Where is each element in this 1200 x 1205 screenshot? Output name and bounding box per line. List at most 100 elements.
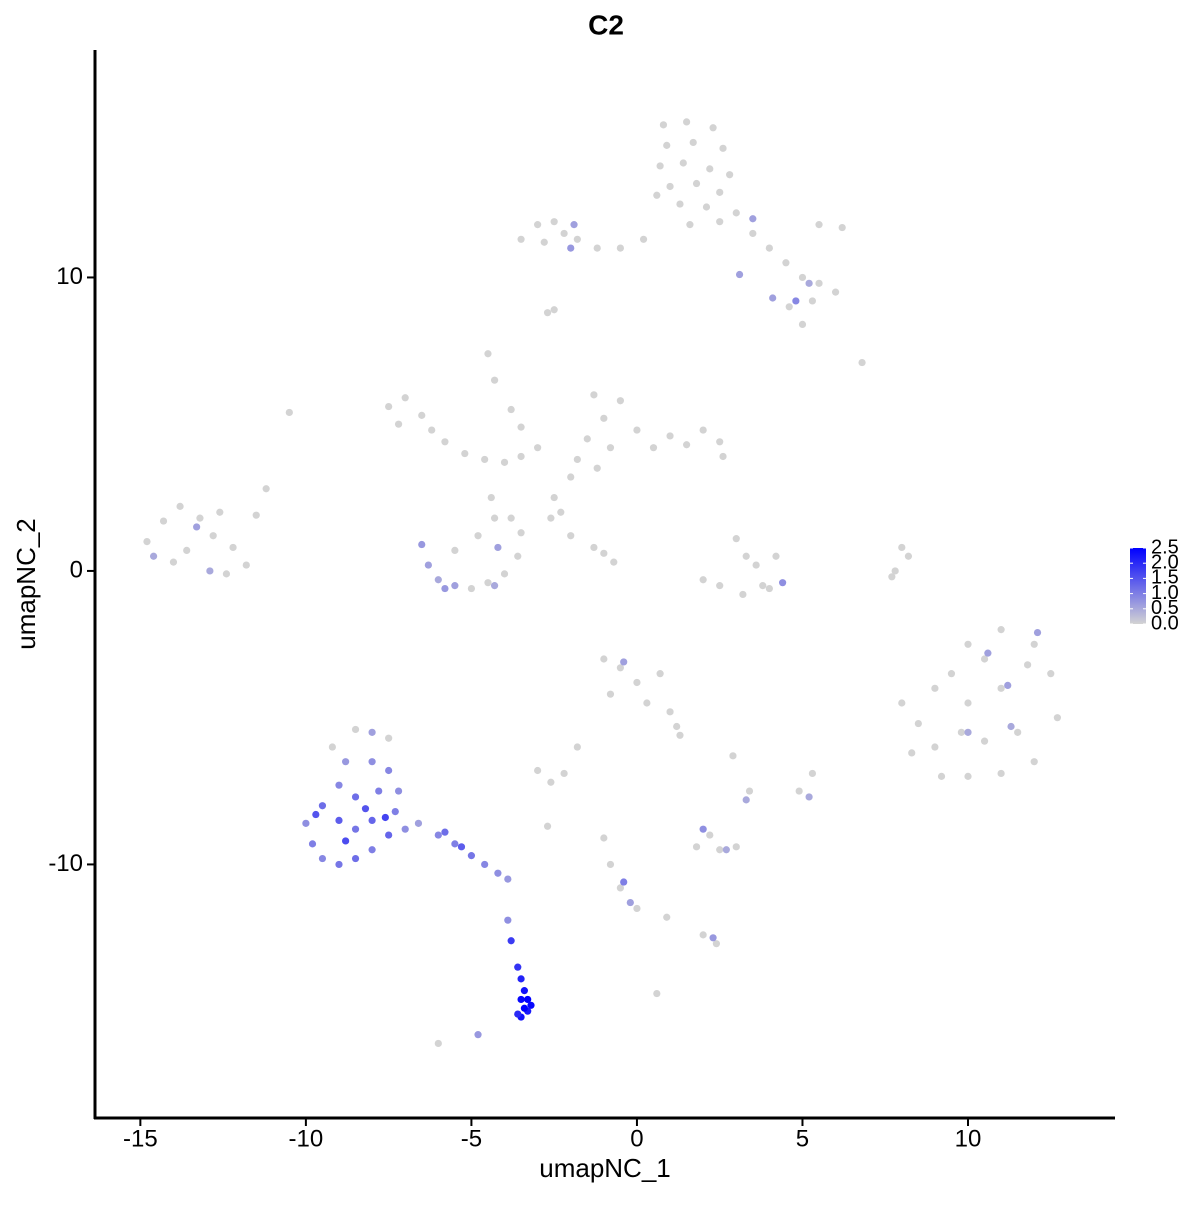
point — [216, 508, 224, 516]
point — [702, 203, 711, 211]
point — [381, 813, 389, 822]
point — [964, 699, 972, 707]
point — [891, 567, 899, 575]
point — [560, 769, 568, 778]
point — [656, 162, 664, 170]
x-tick-label: -10 — [289, 1125, 324, 1152]
point — [782, 259, 790, 267]
point — [679, 159, 687, 167]
point — [593, 464, 601, 472]
point — [520, 987, 528, 995]
point — [666, 708, 674, 716]
point — [222, 570, 231, 578]
point — [752, 561, 760, 569]
point — [481, 860, 489, 869]
point — [931, 743, 939, 751]
point — [517, 995, 525, 1004]
point — [540, 238, 548, 246]
point — [368, 816, 376, 825]
point — [143, 537, 151, 546]
point — [1033, 628, 1042, 637]
point — [342, 837, 350, 845]
point — [732, 843, 740, 851]
point — [547, 778, 555, 786]
point — [490, 582, 499, 590]
point — [732, 535, 740, 543]
point — [600, 655, 608, 663]
point — [507, 405, 515, 414]
colorbar-label: 2.5 — [1151, 536, 1179, 558]
point — [980, 737, 989, 745]
point — [908, 749, 916, 757]
point — [504, 875, 512, 883]
point — [633, 678, 641, 687]
point — [252, 511, 260, 519]
point — [716, 582, 724, 590]
point — [914, 719, 922, 728]
point — [401, 394, 409, 402]
point — [663, 913, 671, 921]
point — [242, 561, 250, 569]
point — [692, 179, 701, 188]
point — [1053, 714, 1061, 722]
point — [656, 670, 664, 678]
point — [229, 543, 237, 552]
point — [964, 640, 972, 648]
point — [639, 235, 648, 243]
point — [385, 766, 393, 775]
point — [567, 473, 575, 481]
point — [649, 444, 658, 452]
point — [1023, 661, 1032, 669]
point — [451, 840, 459, 848]
point — [312, 810, 320, 819]
point — [534, 444, 542, 452]
point — [964, 772, 972, 780]
point — [663, 141, 671, 149]
point — [1007, 722, 1015, 731]
point — [342, 758, 350, 766]
point — [494, 869, 502, 877]
point — [474, 532, 482, 540]
point — [385, 402, 393, 411]
point — [534, 766, 542, 775]
point — [739, 590, 747, 599]
point — [620, 658, 628, 666]
point — [772, 552, 780, 560]
point — [888, 573, 896, 581]
point — [653, 191, 661, 199]
point — [262, 485, 270, 493]
point — [434, 576, 442, 584]
point — [716, 438, 724, 446]
y-axis-label: umapNC_2 — [11, 518, 41, 650]
colorbar-label: 2.0 — [1151, 551, 1179, 573]
point — [610, 558, 618, 566]
point — [176, 502, 184, 510]
point — [514, 552, 522, 560]
point — [490, 514, 499, 522]
point — [931, 684, 939, 692]
point — [633, 904, 641, 913]
point — [451, 546, 459, 554]
point — [808, 769, 817, 778]
point — [193, 523, 201, 531]
point — [401, 825, 409, 833]
point — [375, 787, 383, 795]
colorbar-label: 0.0 — [1151, 612, 1179, 634]
point — [583, 435, 591, 443]
point — [735, 270, 744, 279]
point — [424, 561, 432, 569]
point — [560, 229, 568, 238]
y-tick-label: 0 — [70, 556, 83, 583]
point — [706, 831, 714, 839]
point — [815, 279, 823, 287]
point — [759, 582, 767, 590]
x-tick-label: 10 — [955, 1125, 982, 1152]
point — [517, 529, 525, 537]
point — [606, 444, 615, 452]
point — [527, 1001, 535, 1009]
points — [143, 118, 1061, 1048]
point — [765, 244, 773, 252]
point — [997, 684, 1005, 692]
colorbar-label: 1.5 — [1151, 567, 1179, 589]
